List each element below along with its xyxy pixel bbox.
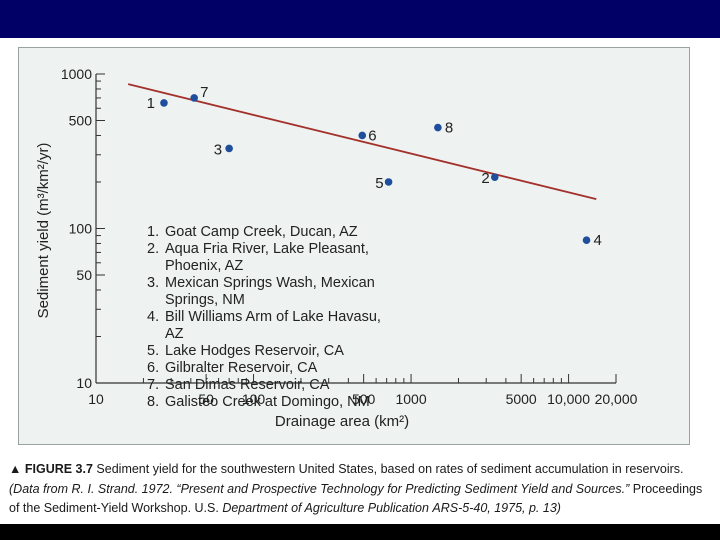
- slide-title-bar: [0, 0, 720, 38]
- y-tick-label: 100: [69, 221, 93, 237]
- x-tick-label: 10,000: [547, 391, 590, 407]
- legend-item-1: 1. Goat Camp Creek, Ducan, AZ: [147, 224, 397, 241]
- x-tick-label: 10: [88, 391, 104, 407]
- legend-item-8: 8. Galisteo Creek at Domingo, NM: [147, 394, 397, 411]
- legend-text: Goat Camp Creek, Ducan, AZ: [165, 224, 358, 240]
- legend-text: Galisteo Creek at Domingo, NM: [165, 394, 370, 410]
- legend-number: 2.: [147, 241, 160, 257]
- data-point-label-1: 1: [147, 95, 155, 112]
- data-point-4: [582, 236, 591, 244]
- caption-source: (Data from R. I. Strand. 1972. “Present …: [9, 481, 630, 496]
- legend-text: Bill Williams Arm of Lake Havasu, AZ: [165, 309, 381, 342]
- data-point-7: [190, 94, 198, 102]
- sediment-yield-chart: 10 50 100 500 1000 5000 10,000 20,000 10 50 100 500…: [35, 66, 638, 430]
- data-point-label-3: 3: [214, 141, 222, 158]
- legend-number: 1.: [147, 224, 160, 240]
- trend-line: [127, 83, 597, 200]
- data-point-1: [160, 99, 168, 107]
- legend-item-5: 5. Lake Hodges Reservoir, CA: [147, 343, 397, 360]
- legend-item-4: 4. Bill Williams Arm of Lake Havasu, AZ: [147, 309, 397, 343]
- data-point-5: [384, 178, 393, 186]
- legend-text: Mexican Springs Wash, Mexican Springs, N…: [165, 275, 375, 308]
- legend-item-6: 6. Gilbralter Reservoir, CA: [147, 360, 397, 377]
- figure-caption: ▲ FIGURE 3.7 Sediment yield for the sout…: [9, 460, 714, 519]
- x-axis-title: Drainage area (km²): [275, 413, 409, 430]
- legend-number: 7.: [147, 377, 160, 393]
- caption-description: Sediment yield for the southwestern Unit…: [96, 462, 684, 476]
- x-tick-label: 100: [242, 391, 266, 407]
- y-tick-label: 1000: [61, 66, 92, 82]
- data-point-label-8: 8: [445, 120, 453, 137]
- caption-publication: Department of Agriculture Publication: [222, 501, 429, 515]
- x-tick-label: 1000: [395, 391, 426, 407]
- legend-item-2: 2. Aqua Fria River, Lake Pleasant, Phoeni…: [147, 241, 397, 275]
- legend-item-7: 7. San Dimas Reservoir, CA: [147, 377, 397, 394]
- legend-number: 4.: [147, 309, 160, 325]
- data-point-label-6: 6: [368, 127, 376, 144]
- legend-text: Aqua Fria River, Lake Pleasant, Phoenix,…: [165, 241, 369, 274]
- figure-label: FIGURE 3.7: [24, 462, 93, 476]
- slide-footer-bar: [0, 524, 720, 540]
- x-tick-label: 20,000: [595, 391, 638, 407]
- x-tick-label: 500: [352, 391, 376, 407]
- data-point-6: [358, 131, 367, 140]
- legend-number: 8.: [147, 394, 160, 410]
- data-point-label-2: 2: [481, 170, 489, 187]
- triangle-marker-icon: ▲: [9, 462, 22, 476]
- legend-number: 5.: [147, 343, 160, 359]
- y-tick-label: 10: [76, 375, 92, 391]
- legend-number: 3.: [147, 275, 160, 291]
- y-tick-label: 50: [76, 267, 92, 283]
- legend-text: Lake Hodges Reservoir, CA: [165, 343, 344, 359]
- caption-proceedings: Proceedings of the Sediment-Yield Worksh…: [9, 481, 703, 516]
- data-point-label-7: 7: [200, 84, 208, 101]
- x-tick-label: 50: [198, 391, 214, 407]
- legend-item-3: 3. Mexican Springs Wash, Mexican Springs,…: [147, 275, 397, 309]
- chart-legend: 1. Goat Camp Creek, Ducan, AZ 2. Aqua Fria…: [147, 224, 397, 411]
- caption-source-end: ARS-5-40, 1975, p. 13): [432, 501, 561, 515]
- y-axis-title: Sediment yield (m³/km²/yr): [35, 143, 52, 319]
- legend-text: San Dimas Reservoir, CA: [165, 377, 330, 393]
- data-point-2: [490, 173, 499, 181]
- figure-panel: 10 50 100 500 1000 5000 10,000 20,000 10 50 100 500…: [18, 47, 690, 445]
- x-tick-label: 5000: [506, 391, 537, 407]
- legend-number: 6.: [147, 360, 160, 376]
- legend-text: Gilbralter Reservoir, CA: [165, 360, 318, 376]
- y-tick-label: 500: [69, 113, 93, 129]
- data-point-8: [434, 123, 442, 132]
- data-point-label-5: 5: [375, 175, 383, 192]
- data-point-label-4: 4: [594, 232, 602, 249]
- data-point-3: [225, 144, 233, 153]
